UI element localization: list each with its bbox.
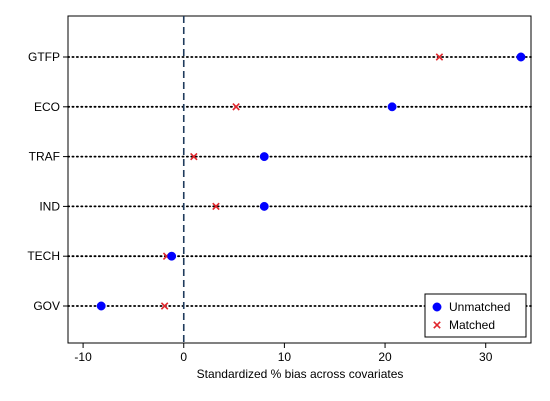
x-tick-label: 30: [479, 350, 493, 364]
x-tick-label: 0: [180, 350, 187, 364]
y-tick-label-gov: GOV: [33, 299, 60, 313]
unmatched-point-traf: [259, 152, 269, 162]
legend-box: [424, 293, 527, 338]
matched-point-ind: [212, 202, 220, 211]
legend-matched-icon: [433, 321, 441, 329]
matched-point-traf: [190, 152, 198, 161]
y-tick-label-tech: TECH: [27, 249, 60, 263]
unmatched-point-tech: [167, 251, 177, 261]
x-marker-stroke: [212, 202, 220, 211]
unmatched-point-ind: [259, 201, 269, 211]
x-axis-title: Standardized % bias across covariates: [197, 367, 404, 381]
x-marker-stroke: [160, 302, 169, 310]
legend-label-unmatched: Unmatched: [449, 300, 510, 314]
unmatched-point-gtfp: [516, 52, 526, 62]
x-marker-stroke: [190, 152, 198, 161]
unmatched-point-eco: [387, 102, 397, 112]
matched-point-gtfp: [435, 53, 444, 61]
legend-label-matched: Matched: [449, 318, 495, 332]
legend: Unmatched Matched: [424, 293, 527, 338]
x-tick-label: -10: [74, 350, 92, 364]
y-tick-label-gtfp: GTFP: [28, 50, 60, 64]
x-marker-stroke: [435, 53, 444, 61]
matched-point-eco: [232, 103, 240, 111]
y-tick-label-traf: TRAF: [29, 150, 60, 164]
unmatched-point-gov: [96, 301, 106, 311]
x-marker-stroke: [433, 321, 441, 329]
y-tick-label-eco: ECO: [34, 100, 60, 114]
x-tick-label: 10: [278, 350, 292, 364]
x-tick-label: 20: [378, 350, 392, 364]
x-marker-stroke: [232, 103, 240, 111]
legend-unmatched-icon: [432, 302, 442, 312]
plot-border: [67, 15, 532, 344]
y-tick-label-ind: IND: [39, 199, 60, 213]
matched-point-gov: [160, 302, 169, 310]
